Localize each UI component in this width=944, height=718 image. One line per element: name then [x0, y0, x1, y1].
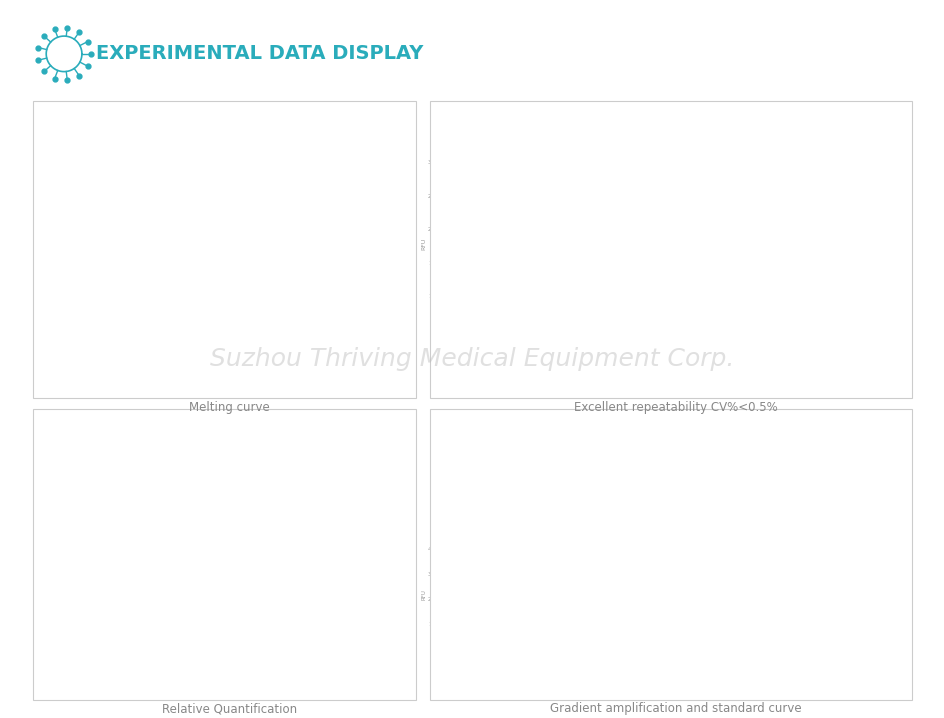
X-axis label: Log(SQ): Log(SQ): [659, 527, 682, 532]
X-axis label: Gene Sample: Gene Sample: [206, 684, 252, 689]
Bar: [342, 666, 362, 668]
Y-axis label: RFU: RFU: [421, 238, 426, 251]
Text: Relative Quantification: Relative Quantification: [162, 702, 296, 715]
Bar: [158, 622, 178, 668]
Bar: [318, 662, 339, 668]
Bar: [77, 485, 98, 668]
Y-axis label: Relative Quantity: Relative Quantity: [38, 531, 43, 592]
Text: Excellent repeatability CV%<0.5%: Excellent repeatability CV%<0.5%: [573, 401, 777, 414]
Bar: [238, 639, 259, 668]
Bar: [94, 671, 262, 678]
Y-axis label: RFU: RFU: [421, 589, 426, 600]
Legend: FAM, HEX: FAM, HEX: [363, 458, 395, 477]
Text: Suzhou Thriving Medical Equipment Corp.: Suzhou Thriving Medical Equipment Corp.: [211, 347, 733, 371]
Bar: [261, 665, 282, 668]
Text: 📊 📈 📉: 📊 📈 📉: [68, 452, 81, 457]
Text: Gradient amplification and standard curve: Gradient amplification and standard curv…: [549, 702, 801, 715]
Text: Bar Chart: Bar Chart: [245, 452, 276, 457]
Text: EXPERIMENTAL DATA DISPLAY: EXPERIMENTAL DATA DISPLAY: [95, 45, 423, 63]
X-axis label: cycle: cycle: [664, 678, 677, 683]
X-axis label: cycle: cycle: [662, 380, 679, 385]
Bar: [101, 664, 122, 668]
Text: Melting curve: Melting curve: [189, 401, 270, 414]
Text: o-CRPREAR  □ □: o-CRPREAR □ □: [312, 116, 353, 121]
Text: E  P  C  b:e: E P C b:e: [63, 116, 90, 121]
Bar: [181, 664, 202, 668]
